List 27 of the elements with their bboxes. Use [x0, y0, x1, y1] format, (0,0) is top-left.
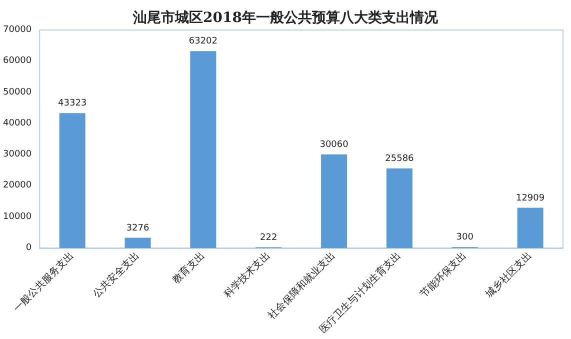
- y-tick-label: 20000: [2, 180, 32, 191]
- bar: [517, 208, 544, 248]
- x-tick-label: 城乡社区支出: [482, 249, 534, 302]
- data-label: 30060: [320, 140, 349, 150]
- data-label: 300: [456, 232, 474, 243]
- bar: [321, 154, 348, 248]
- data-label: 43323: [58, 98, 87, 109]
- y-tick-label: 10000: [2, 212, 32, 222]
- bar: [190, 51, 216, 248]
- bar: [386, 168, 412, 248]
- y-tick-label: 40000: [2, 118, 32, 128]
- x-tick-label: 教育支出: [170, 249, 208, 286]
- x-tick-label: 节能环保支出: [418, 249, 469, 300]
- chart-title: 汕尾市城区2018年一般公共预算八大类支出情况: [132, 9, 439, 26]
- y-tick-label: 60000: [2, 56, 32, 66]
- y-tick-label: 30000: [2, 150, 32, 160]
- data-label: 3276: [126, 223, 150, 234]
- bar: [124, 238, 151, 248]
- data-label: 222: [260, 232, 278, 243]
- data-label: 25586: [385, 154, 414, 164]
- bar: [59, 113, 86, 248]
- data-label: 63202: [188, 36, 218, 47]
- y-tick-label: 70000: [2, 25, 32, 35]
- x-tick-label: 公共安全支出: [90, 249, 142, 300]
- y-tick-label: 50000: [2, 87, 32, 98]
- data-label: 12909: [516, 193, 545, 204]
- x-tick-label: 科学技术支出: [222, 249, 272, 300]
